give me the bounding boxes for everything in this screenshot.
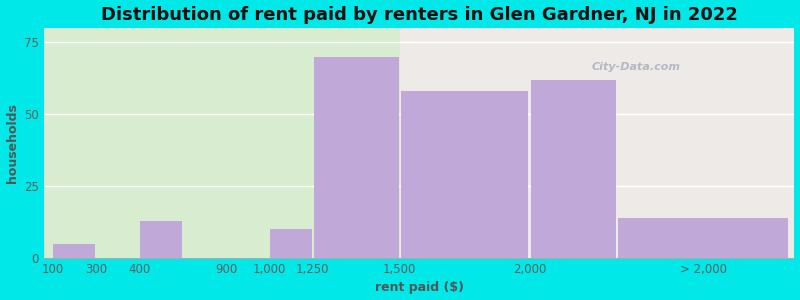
Bar <box>618 218 788 258</box>
Bar <box>400 28 794 258</box>
Bar <box>314 57 398 258</box>
Title: Distribution of rent paid by renters in Glen Gardner, NJ in 2022: Distribution of rent paid by renters in … <box>101 6 738 24</box>
X-axis label: rent paid ($): rent paid ($) <box>374 281 464 294</box>
Bar <box>44 28 400 258</box>
Bar <box>270 229 313 258</box>
Bar <box>140 220 182 258</box>
Bar <box>530 80 616 258</box>
Bar <box>53 244 95 258</box>
Text: City-Data.com: City-Data.com <box>592 62 681 72</box>
Y-axis label: households: households <box>6 103 18 183</box>
Bar <box>401 91 529 258</box>
